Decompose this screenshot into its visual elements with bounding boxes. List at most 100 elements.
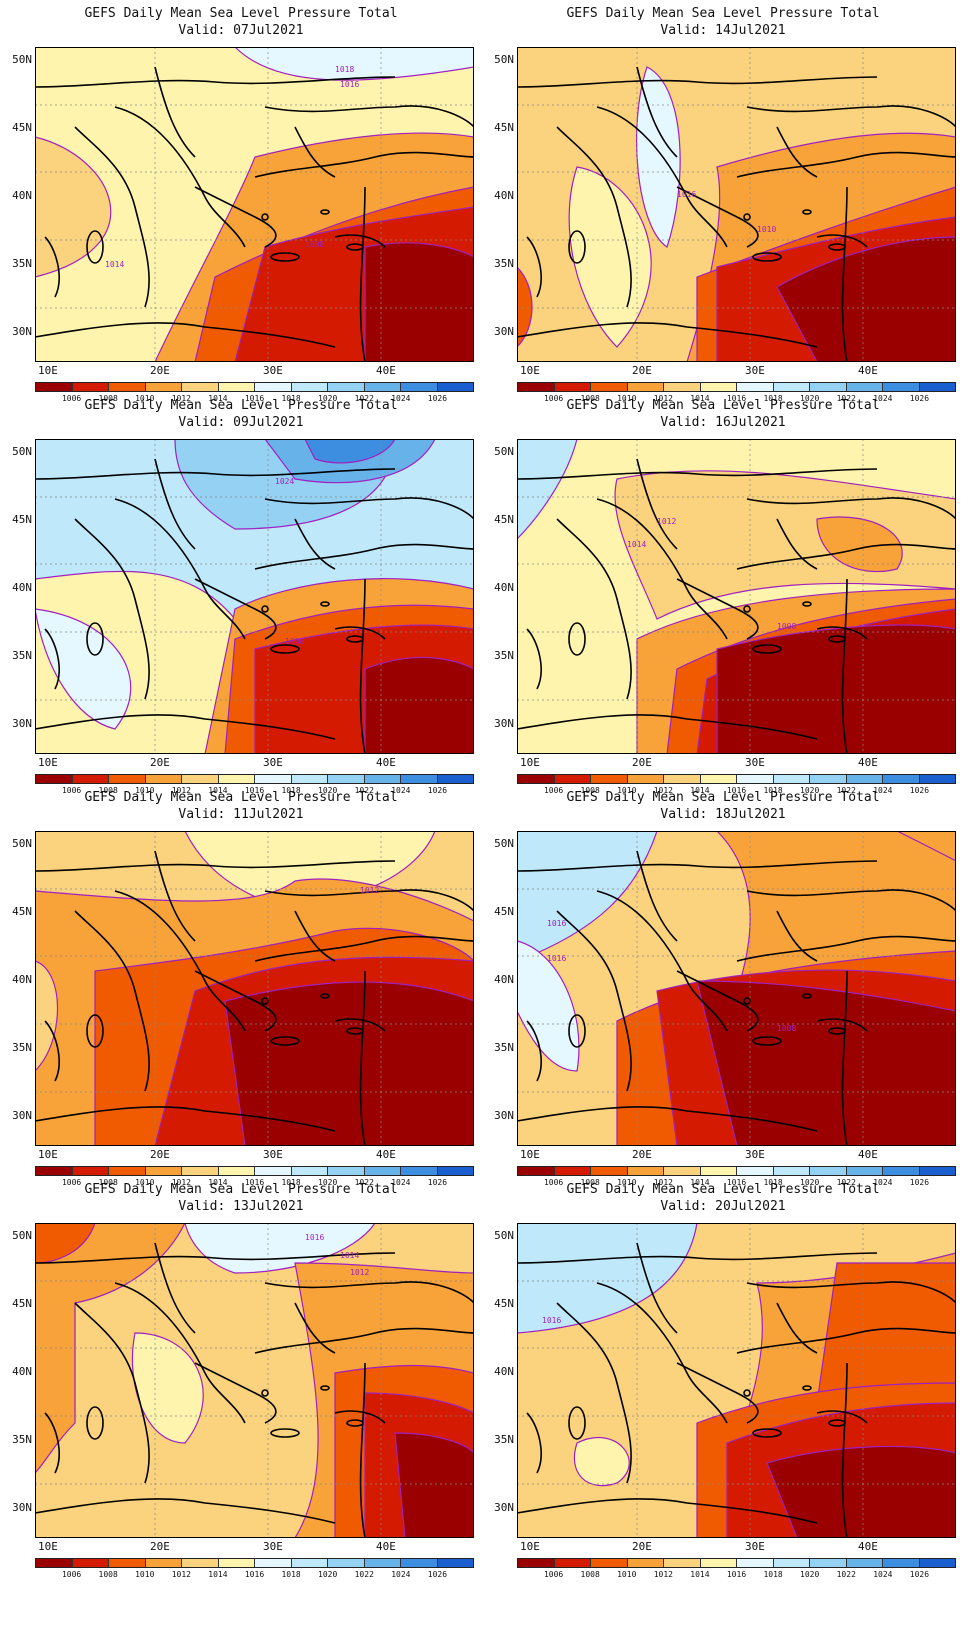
pressure-band xyxy=(697,981,956,1146)
lat-label: 35N xyxy=(4,649,32,662)
lon-label: 40E xyxy=(858,364,878,377)
colorbar-swatch xyxy=(219,1167,256,1175)
colorbar-swatch xyxy=(920,1559,956,1567)
pressure-band xyxy=(225,982,474,1146)
colorbar-label: 1012 xyxy=(654,1570,673,1579)
lat-label: 50N xyxy=(486,1229,514,1242)
lon-label: 10E xyxy=(38,364,58,377)
colorbar-swatch xyxy=(628,775,665,783)
colorbar-swatch xyxy=(810,775,847,783)
colorbar-swatch xyxy=(146,775,183,783)
colorbar-label: 1024 xyxy=(873,1570,892,1579)
colorbar-label: 1008 xyxy=(99,1570,118,1579)
colorbar-swatch xyxy=(292,1559,329,1567)
contour-label: 1012 xyxy=(360,886,379,895)
colorbar-label: 1026 xyxy=(428,1570,447,1579)
lat-label: 45N xyxy=(486,121,514,134)
lon-label: 30E xyxy=(263,364,283,377)
panel-valid-date: Valid: 09Jul2021 xyxy=(0,415,482,431)
lat-label: 40N xyxy=(4,1365,32,1378)
colorbar-swatch xyxy=(182,775,219,783)
map-panel: GEFS Daily Mean Sea Level Pressure Total… xyxy=(0,784,482,1194)
colorbar-label: 1016 xyxy=(245,1570,264,1579)
lat-label: 40N xyxy=(486,581,514,594)
colorbar-swatch xyxy=(847,1559,884,1567)
pressure-map: 1016 1014 1012 xyxy=(35,1223,474,1538)
lon-label: 30E xyxy=(745,1148,765,1161)
contour-label: 1024 xyxy=(275,477,294,486)
lon-label: 10E xyxy=(520,756,540,769)
panel-valid-date: Valid: 18Jul2021 xyxy=(482,807,964,823)
lon-label: 10E xyxy=(520,1148,540,1161)
colorbar-swatch xyxy=(219,775,256,783)
colorbar xyxy=(35,382,474,392)
colorbar-label: 1008 xyxy=(581,1570,600,1579)
colorbar-swatch xyxy=(36,1167,73,1175)
lon-label: 40E xyxy=(376,1148,396,1161)
pressure-map: 1016 1016 1008 xyxy=(517,831,956,1146)
colorbar-label: 1014 xyxy=(208,1570,227,1579)
colorbar xyxy=(35,1558,474,1568)
lat-label: 30N xyxy=(4,1501,32,1514)
pressure-map: 1016 xyxy=(517,1223,956,1538)
colorbar-swatch xyxy=(328,775,365,783)
colorbar-swatch xyxy=(73,1167,110,1175)
lon-label: 30E xyxy=(263,1148,283,1161)
colorbar xyxy=(35,774,474,784)
colorbar-label: 1016 xyxy=(727,1570,746,1579)
colorbar-swatch xyxy=(219,383,256,391)
colorbar-swatch xyxy=(591,775,628,783)
lat-label: 45N xyxy=(486,513,514,526)
colorbar xyxy=(517,774,956,784)
pressure-field: 1016 1016 1008 xyxy=(517,831,956,1146)
lat-label: 40N xyxy=(4,973,32,986)
map-panel: GEFS Daily Mean Sea Level Pressure Total… xyxy=(0,1176,482,1586)
colorbar-swatch xyxy=(73,1559,110,1567)
colorbar-swatch xyxy=(438,1167,474,1175)
lon-label: 20E xyxy=(632,1148,652,1161)
lon-label: 30E xyxy=(745,756,765,769)
colorbar-label: 1018 xyxy=(763,1570,782,1579)
colorbar-swatch xyxy=(401,383,438,391)
colorbar-swatch xyxy=(920,775,956,783)
colorbar xyxy=(517,1558,956,1568)
map-panel-grid: GEFS Daily Mean Sea Level Pressure Total… xyxy=(0,0,964,1640)
panel-valid-date: Valid: 16Jul2021 xyxy=(482,415,964,431)
colorbar-swatch xyxy=(365,383,402,391)
panel-title: GEFS Daily Mean Sea Level Pressure Total xyxy=(0,1182,482,1198)
lat-label: 40N xyxy=(486,189,514,202)
pressure-field: 10161010 xyxy=(517,47,956,362)
colorbar-swatch xyxy=(292,1167,329,1175)
panel-title: GEFS Daily Mean Sea Level Pressure Total xyxy=(0,790,482,806)
colorbar-swatch xyxy=(518,1559,555,1567)
lat-label: 30N xyxy=(486,1109,514,1122)
pressure-map: 1018 1016 1014 1008 xyxy=(35,47,474,362)
colorbar-swatch xyxy=(847,775,884,783)
colorbar-swatch xyxy=(146,383,183,391)
colorbar-swatch xyxy=(292,775,329,783)
colorbar-swatch xyxy=(182,1167,219,1175)
colorbar-label: 1020 xyxy=(800,1570,819,1579)
lon-label: 40E xyxy=(376,364,396,377)
map-panel: GEFS Daily Mean Sea Level Pressure Total… xyxy=(482,1176,964,1586)
colorbar-label: 1020 xyxy=(318,1570,337,1579)
lon-label: 10E xyxy=(520,364,540,377)
lon-label: 30E xyxy=(745,364,765,377)
map-panel: GEFS Daily Mean Sea Level Pressure Total… xyxy=(0,0,482,410)
lon-label: 10E xyxy=(38,756,58,769)
panel-valid-date: Valid: 07Jul2021 xyxy=(0,23,482,39)
lon-label: 40E xyxy=(376,756,396,769)
colorbar-swatch xyxy=(920,383,956,391)
colorbar-swatch xyxy=(109,383,146,391)
colorbar-swatch xyxy=(292,383,329,391)
colorbar-swatch xyxy=(109,775,146,783)
colorbar-swatch xyxy=(555,1167,592,1175)
colorbar-swatch xyxy=(365,1559,402,1567)
colorbar-swatch xyxy=(182,383,219,391)
colorbar-swatch xyxy=(774,775,811,783)
pressure-map: 1024 1008 xyxy=(35,439,474,754)
colorbar-swatch xyxy=(255,383,292,391)
lat-label: 50N xyxy=(4,53,32,66)
pressure-map: 1016 1010 xyxy=(517,47,956,362)
colorbar-swatch xyxy=(109,1167,146,1175)
